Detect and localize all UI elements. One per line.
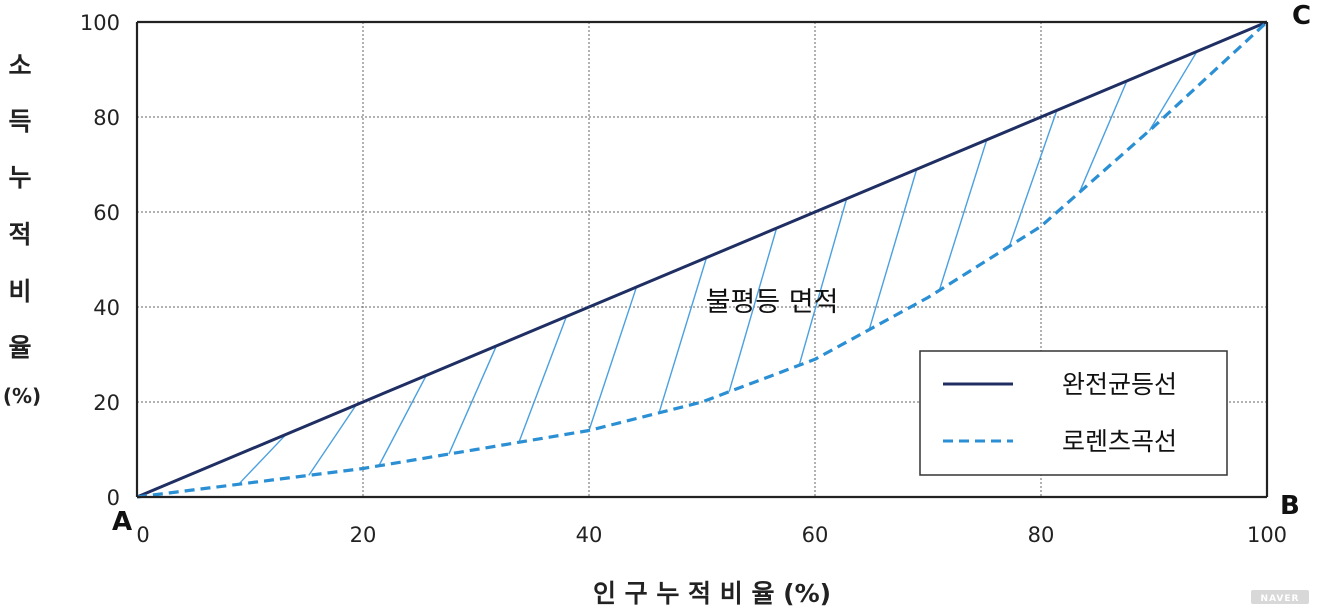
y-tick-label: 100 (80, 11, 120, 35)
hatch-line (938, 139, 988, 291)
x-tick-label: 60 (802, 523, 829, 547)
hatch-line (868, 169, 918, 330)
y-axis-label-char: 적 (8, 220, 31, 249)
watermark: NAVER (1251, 590, 1309, 604)
hatch-line (588, 286, 638, 431)
legend-box (919, 350, 1228, 476)
y-tick-label: 60 (93, 201, 120, 225)
x-axis-label: 인 구 누 적 비 율 (%) (593, 579, 831, 608)
legend: 완전균등선 로렌츠곡선 (919, 350, 1228, 476)
inequality-area-hatch (238, 51, 1198, 485)
x-tick-label: 20 (350, 523, 377, 547)
inequality-area-label: 불평등 면적 (706, 287, 839, 318)
axes: 0 20 40 60 80 100 0 20 40 60 80 100 (80, 11, 1287, 547)
hatch-line (238, 433, 287, 485)
hatch-line (518, 316, 568, 443)
watermark-text: NAVER (1261, 594, 1300, 604)
x-tick-label: 80 (1028, 523, 1055, 547)
hatch-line (1148, 51, 1198, 131)
equality-line (136, 20, 1268, 499)
series-layer (136, 20, 1269, 499)
legend-label-lorenz-curve: 로렌츠곡선 (1062, 427, 1177, 456)
y-tick-label: 80 (93, 106, 120, 130)
y-axis-label-char: 비 (8, 277, 31, 306)
hatch-line (378, 375, 427, 467)
y-axis-label-char: 득 (8, 107, 31, 136)
legend-label-equality-line: 완전균등선 (1062, 370, 1177, 399)
hatch-line (1008, 110, 1058, 247)
hatch-line (798, 198, 848, 366)
corner-label-a: A (112, 507, 132, 537)
y-tick-label: 20 (93, 391, 120, 415)
watermark-badge (1251, 590, 1309, 604)
hatch-line (448, 345, 497, 455)
y-tick-label: 40 (93, 296, 120, 320)
x-tick-label: 40 (576, 523, 603, 547)
hatch-line (1078, 80, 1128, 193)
x-tick-label: 100 (1247, 523, 1287, 547)
hatch-line (658, 257, 708, 414)
y-axis-label-char: 율 (8, 333, 31, 362)
corner-label-b: B (1280, 491, 1300, 521)
y-axis-label: 소 득 누 적 비 율 (%) (3, 51, 41, 408)
hatch-line (308, 404, 357, 476)
corner-label-c: C (1292, 1, 1311, 31)
y-tick-label: 0 (107, 486, 120, 510)
x-tick-label: 0 (136, 523, 149, 547)
y-axis-label-char: 소 (8, 51, 31, 80)
y-axis-label-char: 누 (8, 163, 31, 192)
y-axis-label-char: (%) (3, 384, 41, 408)
hatch-line (728, 227, 778, 392)
